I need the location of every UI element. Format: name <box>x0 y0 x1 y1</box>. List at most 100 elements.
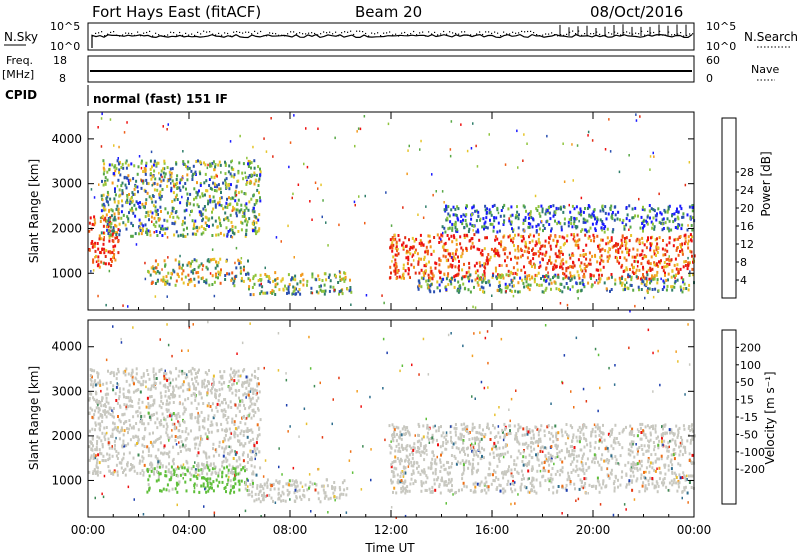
power-cell <box>582 210 585 214</box>
velocity-cell <box>266 478 269 482</box>
power-cell <box>214 165 217 169</box>
power-cell <box>391 237 394 241</box>
noise-search-point <box>380 35 382 37</box>
power-cell <box>318 285 321 289</box>
power-cell <box>625 223 628 227</box>
velocity-cell <box>138 380 141 384</box>
power-sparse-cell <box>635 113 637 116</box>
velocity-cell <box>338 496 341 500</box>
power-cell <box>563 236 566 240</box>
velocity-cell <box>251 430 254 434</box>
power-cell <box>689 249 692 253</box>
power-cell <box>675 267 678 271</box>
power-cell <box>249 181 252 185</box>
power-cell <box>498 241 501 245</box>
velocity-cell <box>343 488 346 492</box>
power-cell <box>162 278 165 282</box>
power-cell <box>611 211 614 214</box>
power-cell <box>531 276 534 280</box>
power-cell <box>473 233 476 237</box>
velocity-cell <box>517 449 520 453</box>
power-cell <box>596 216 599 220</box>
power-cell <box>681 215 684 219</box>
velocity-cell <box>203 419 206 423</box>
power-cell <box>645 282 648 286</box>
noise-search-point <box>317 34 319 36</box>
power-cell <box>501 274 504 278</box>
noise-search-point <box>284 35 286 37</box>
velocity-cell <box>143 463 146 467</box>
power-cell <box>560 207 562 211</box>
power-cell <box>408 238 410 242</box>
velocity-cell <box>160 395 163 399</box>
power-sparse-cell <box>90 270 92 273</box>
power-cell <box>204 215 207 219</box>
power-sparse-cell <box>246 156 248 160</box>
power-cell <box>603 281 606 285</box>
power-sparse-cell <box>153 231 155 234</box>
power-cell <box>293 286 296 290</box>
velocity-cell <box>152 367 155 371</box>
velocity-cell <box>282 499 285 503</box>
power-cell <box>135 207 138 211</box>
velocity-cell <box>319 500 322 504</box>
velocity-cell <box>419 472 422 476</box>
velocity-cell <box>193 490 196 494</box>
power-cell <box>646 279 648 283</box>
power-cell <box>580 213 583 217</box>
power-cell <box>428 277 430 280</box>
power-cell <box>108 218 111 221</box>
velocity-cell <box>277 497 280 501</box>
power-cell <box>448 226 451 230</box>
power-cell <box>457 255 459 259</box>
power-cell <box>241 171 244 175</box>
power-cell <box>416 252 419 256</box>
velocity-cell <box>165 431 168 435</box>
power-cell <box>257 165 260 169</box>
velocity-cell <box>618 431 621 435</box>
noise-search-point <box>356 30 358 32</box>
velocity-cell <box>200 468 203 472</box>
noise-search-point <box>461 31 463 33</box>
power-cell <box>274 293 277 296</box>
power-cell <box>477 210 480 214</box>
power-cell <box>240 269 243 273</box>
power-cell <box>645 270 648 274</box>
velocity-cell <box>551 477 554 481</box>
power-cell <box>511 227 513 231</box>
velocity-cell <box>462 471 465 475</box>
noise-search-point <box>410 33 412 35</box>
power-cell <box>493 219 496 223</box>
power-cell <box>340 289 343 293</box>
velocity-cell <box>163 451 166 455</box>
power-sparse-cell <box>235 246 238 250</box>
velocity-cell <box>101 431 104 435</box>
velocity-cell <box>209 424 212 427</box>
power-sparse-cell <box>406 172 408 176</box>
power-cell <box>482 290 484 294</box>
power-cell <box>453 278 456 282</box>
velocity-cell <box>233 430 236 434</box>
power-cell <box>656 251 659 254</box>
power-cell <box>185 187 187 191</box>
velocity-cell <box>227 468 230 472</box>
power-cell <box>621 250 624 254</box>
velocity-cell <box>245 386 248 390</box>
power-cell <box>190 279 193 283</box>
power-cell <box>205 216 208 220</box>
velocity-cell <box>113 447 116 451</box>
velocity-cell <box>247 493 250 497</box>
power-cell <box>233 173 236 177</box>
velocity-cell <box>519 425 522 429</box>
velocity-cell <box>175 467 178 471</box>
power-cell <box>226 203 229 207</box>
power-cell <box>252 229 254 233</box>
velocity-cell <box>490 482 493 486</box>
power-cell <box>101 179 103 183</box>
velocity-cell <box>677 479 680 483</box>
noise-search-point <box>632 33 634 35</box>
velocity-cell <box>132 426 135 430</box>
velocity-cell <box>168 462 171 466</box>
power-cell <box>449 252 452 256</box>
power-cell <box>601 208 604 211</box>
